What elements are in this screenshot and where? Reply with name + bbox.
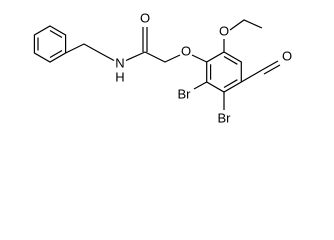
- atom-label: O: [282, 48, 292, 63]
- double-bond: [263, 64, 281, 75]
- bond: [144, 51, 181, 63]
- molecule-diagram: O N H O O Br Br O: [33, 10, 292, 125]
- aromatic-bond: [49, 49, 63, 59]
- aromatic-bond: [49, 29, 63, 39]
- atom-label: Br: [178, 86, 192, 101]
- double-bond: [261, 60, 279, 71]
- page: O N H O O Br Br O (() => { const data = …: [33, 10, 293, 126]
- atom-label: Br: [218, 110, 232, 125]
- bond: [193, 81, 207, 90]
- atom-label: N: [115, 55, 124, 70]
- atom-label: O: [140, 10, 150, 25]
- atom-label: O: [181, 43, 191, 58]
- aromatic-bond: [223, 55, 238, 65]
- benzene-ring: [206, 51, 242, 93]
- bonds: [33, 19, 281, 110]
- phenyl-ring: [33, 25, 67, 63]
- bond: [240, 69, 263, 83]
- ethyl-group: [229, 19, 263, 31]
- atom-label: O: [219, 23, 229, 38]
- aromatic-bond: [223, 79, 238, 89]
- atom-label: H: [115, 69, 124, 84]
- bond: [125, 51, 146, 62]
- ethyl-chain: [65, 43, 115, 62]
- bond: [191, 54, 207, 63]
